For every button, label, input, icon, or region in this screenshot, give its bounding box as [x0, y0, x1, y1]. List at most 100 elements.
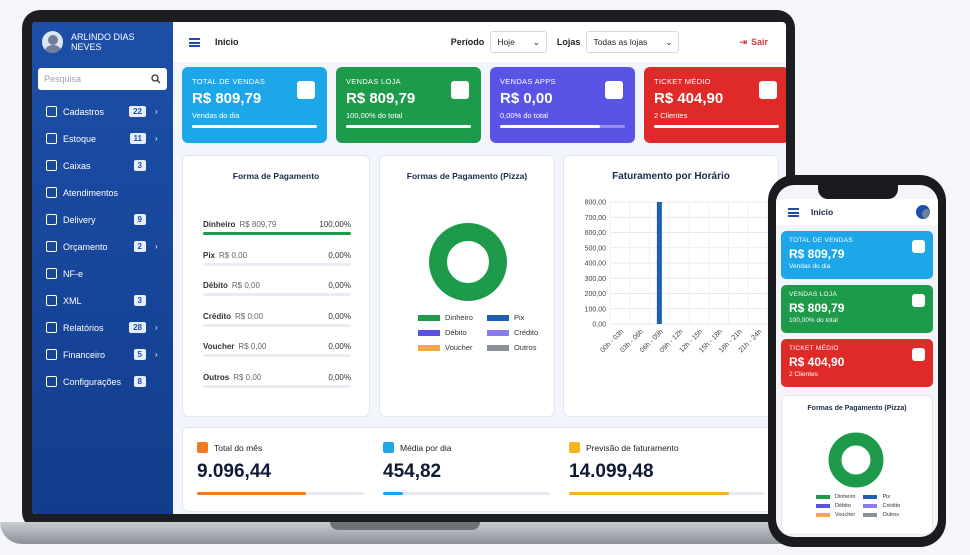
card-subtitle: 100,00% do total: [346, 111, 403, 120]
payment-percent: 0,00%: [328, 281, 351, 290]
sidebar-item-orcamento[interactable]: Orçamento 2 ›: [32, 233, 173, 260]
atendimentos-icon: [46, 187, 57, 198]
count-badge: 11: [129, 133, 146, 144]
legend-label: Débito: [835, 503, 851, 509]
y-tick-label: 600,00: [585, 230, 607, 237]
kpi-progress-fill: [383, 492, 404, 495]
desktop-screen: ARLINDO DIAS NEVES Cadastros 22 › Estoque 11…: [32, 22, 786, 514]
legend-item[interactable]: Voucher: [418, 343, 473, 352]
count-badge: 8: [133, 376, 146, 387]
phone-summary-card[interactable]: VENDAS LOJA R$ 809,79 100,00% do total: [781, 285, 933, 333]
y-tick-label: 400,00: [585, 261, 607, 268]
phone-pie-panel: Formas de Pagamento (Pizza) Dinheiro Pix D…: [781, 395, 933, 535]
phone-summary-card[interactable]: TICKET MÉDIO R$ 404,90 2 Clientes: [781, 339, 933, 387]
kpi-header: Total do mês: [197, 442, 364, 453]
sidebar-item-configuracoes[interactable]: Configurações 8: [32, 368, 173, 395]
count-badge: 3: [133, 295, 146, 306]
legend-label: Voucher: [835, 512, 856, 518]
user-profile[interactable]: ARLINDO DIAS NEVES: [32, 22, 173, 62]
payment-amount: R$ 809,79: [239, 220, 277, 229]
legend-swatch: [816, 504, 830, 508]
payment-name: Pix: [203, 250, 216, 260]
card-value: R$ 809,79: [346, 90, 416, 107]
legend-item[interactable]: Débito: [418, 328, 473, 337]
payment-bar: [203, 384, 351, 388]
count-badge: 22: [129, 106, 146, 117]
count-badge: 2: [133, 241, 146, 252]
legend-item[interactable]: Débito: [816, 503, 855, 509]
card-progress-fill: [500, 125, 600, 128]
card-progress-fill: [192, 125, 317, 128]
pie-chart-icon: [912, 348, 925, 361]
legend-label: Débito: [445, 328, 467, 337]
card-progress: [346, 125, 471, 128]
monthly-summary: Total do mês 9.096,44 Média por dia 454,82 P…: [182, 427, 780, 512]
legend-item[interactable]: Dinheiro: [816, 494, 855, 500]
legend-label: Outros: [882, 512, 899, 518]
legend-item[interactable]: Crédito: [863, 503, 900, 509]
lojas-value: Todas as lojas: [593, 37, 648, 47]
chevron-down-icon: ⌄: [665, 36, 673, 47]
caixas-icon: [46, 160, 57, 171]
card-subtitle: 100,00% do total: [789, 317, 838, 324]
pie-slice-dinheiro[interactable]: [828, 432, 884, 488]
sidebar-item-cadastros[interactable]: Cadastros 22 ›: [32, 98, 173, 125]
user-name: ARLINDO DIAS NEVES: [70, 32, 135, 52]
kpi-value: 14.099,48: [569, 461, 654, 482]
summary-card[interactable]: TOTAL DE VENDAS R$ 809,79 Vendas do dia: [182, 67, 327, 143]
pie-slice-dinheiro[interactable]: [429, 223, 507, 301]
legend-item[interactable]: Dinheiro: [418, 313, 473, 322]
sidebar-item-financeiro[interactable]: Financeiro 5 ›: [32, 341, 173, 368]
periodo-select[interactable]: Hoje ⌄: [490, 31, 547, 53]
logout-button[interactable]: ⇥ Sair: [739, 37, 768, 48]
sidebar-item-atendimentos[interactable]: Atendimentos: [32, 179, 173, 206]
menu-icon[interactable]: [189, 37, 200, 47]
payment-percent: 0,00%: [328, 342, 351, 351]
sidebar-item-xml[interactable]: XML 3: [32, 287, 173, 314]
legend-label: Outros: [513, 343, 537, 352]
sidebar-item-caixas[interactable]: Caixas 3: [32, 152, 173, 179]
legend-item[interactable]: Outros: [486, 343, 538, 352]
sidebar-item-label: Caixas: [63, 160, 91, 171]
search-input[interactable]: [44, 74, 134, 84]
count-badge: 3: [133, 160, 146, 171]
search-icon[interactable]: [151, 74, 161, 84]
estoque-icon: [46, 133, 57, 144]
sidebar-item-estoque[interactable]: Estoque 11 ›: [32, 125, 173, 152]
kpi-progress: [569, 492, 764, 495]
menu-icon[interactable]: [788, 207, 799, 217]
summary-card[interactable]: TICKET MÉDIO R$ 404,90 2 Clientes: [644, 67, 786, 143]
summary-card[interactable]: VENDAS APPS R$ 0,00 0,00% do total: [490, 67, 635, 143]
count-badge: 9: [133, 214, 146, 225]
payment-amount: R$ 0,00: [219, 250, 248, 260]
kpi-progress-fill: [197, 492, 306, 495]
legend-label: Dinheiro: [835, 494, 856, 500]
kpi-block: Média por dia 454,82: [383, 442, 550, 495]
card-label: VENDAS APPS: [500, 77, 556, 86]
bar[interactable]: [656, 202, 662, 324]
payment-panel-title: Forma de Pagamento: [232, 171, 320, 181]
sidebar-item-label: Financeiro: [63, 349, 106, 360]
legend-item[interactable]: Pix: [863, 494, 900, 500]
y-tick-label: 700,00: [585, 215, 607, 222]
payment-bar: [203, 293, 351, 296]
pie-legend: Dinheiro Pix Débito Crédito Voucher Outros: [418, 313, 538, 352]
legend-item[interactable]: Pix: [486, 313, 538, 322]
card-subtitle: Vendas do dia: [192, 111, 240, 120]
summary-card[interactable]: VENDAS LOJA R$ 809,79 100,00% do total: [336, 67, 481, 143]
card-label: VENDAS LOJA: [346, 77, 401, 86]
kpi-value: 454,82: [383, 461, 442, 482]
lojas-select[interactable]: Todas as lojas ⌄: [586, 31, 680, 53]
payment-name: Crédito: [203, 311, 231, 321]
sidebar-item-delivery[interactable]: Delivery 9: [32, 206, 173, 233]
legend-item[interactable]: Outros: [863, 512, 900, 518]
phone-summary-card[interactable]: TOTAL DE VENDAS R$ 809,79 Vendas do dia: [781, 231, 933, 279]
sidebar-item-relatorios[interactable]: Relatórios 28 ›: [32, 314, 173, 341]
legend-item[interactable]: Crédito: [486, 328, 538, 337]
logout-label: Sair: [750, 37, 768, 47]
payment-row: Pix R$ 0,00 0,00%: [203, 251, 351, 271]
avatar[interactable]: [916, 205, 930, 219]
payment-percent: 0,00%: [328, 311, 351, 321]
sidebar-item-nf-e[interactable]: NF-e: [32, 260, 173, 287]
legend-item[interactable]: Voucher: [816, 512, 855, 518]
